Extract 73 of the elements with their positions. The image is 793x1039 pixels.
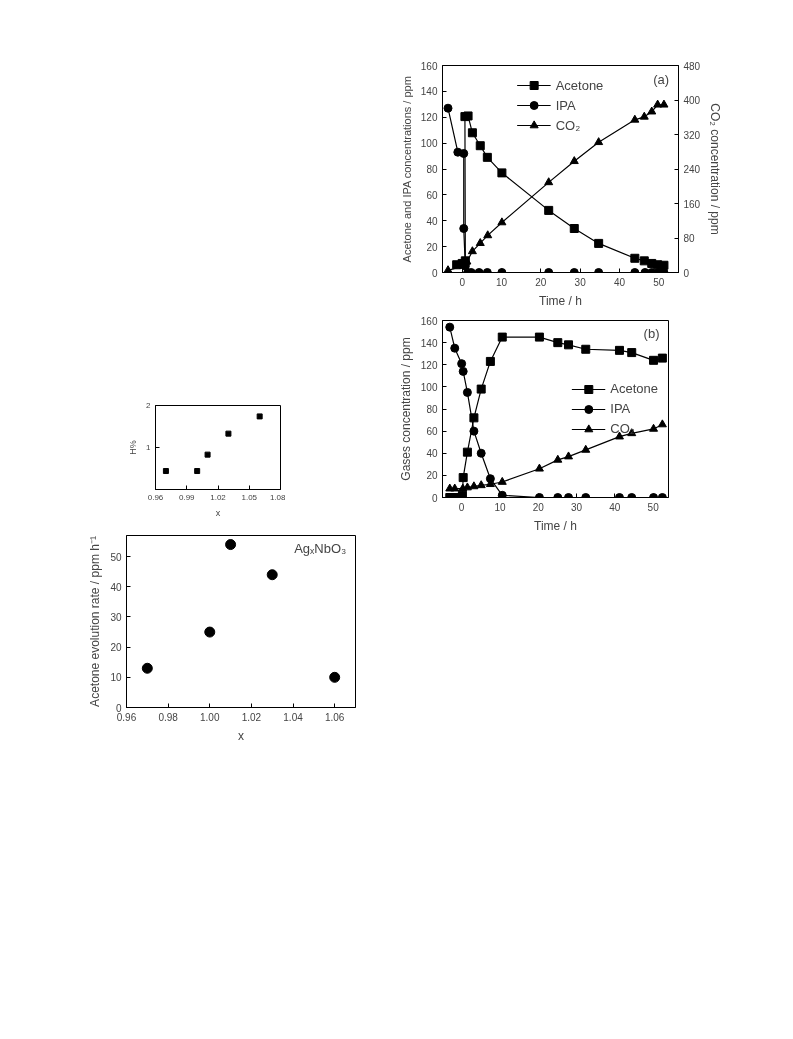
x-tick-label: 50 <box>653 276 665 288</box>
x-tick-label: 30 <box>571 501 583 513</box>
y-tick-label: 80 <box>426 164 438 175</box>
x-axis-title: Time / h <box>534 518 577 533</box>
y-tick-label: 80 <box>426 404 438 415</box>
y2-tick-label: 400 <box>683 95 701 106</box>
x-tick-label: 30 <box>574 276 587 288</box>
legend-label: IPA <box>610 401 631 416</box>
x-tick-label: 0.96 <box>116 711 137 723</box>
y2-tick-label: 160 <box>683 198 701 210</box>
y-tick-label: 120 <box>420 112 438 124</box>
x-tick-label: 1.02 <box>210 492 227 502</box>
y2-tick-label: 80 <box>683 233 696 244</box>
legend-label: CO₂ <box>610 421 635 436</box>
x-tick-label: 0.99 <box>178 492 196 502</box>
x-axis-title: x <box>215 507 221 518</box>
x-tick-label: 10 <box>495 276 508 288</box>
y-tick-label: 2 <box>146 401 152 410</box>
y-tick-label: 160 <box>420 315 438 327</box>
y-tick-label: 1 <box>146 443 152 452</box>
legend-label: Acetone <box>610 381 658 396</box>
y-tick-label: 20 <box>426 241 438 253</box>
x-tick-label: 40 <box>609 501 621 513</box>
y-tick-label: 140 <box>420 86 438 98</box>
y2-axis-title: CO₂ concentration / ppm <box>708 103 723 235</box>
legend-label: IPA <box>555 97 576 113</box>
x-tick-label: 1.08 <box>269 492 287 502</box>
x-tick-label: 20 <box>535 276 547 288</box>
x-tick-label: 0 <box>458 501 465 513</box>
x-tick-label: 1.00 <box>200 711 220 723</box>
x-tick-label: 40 <box>613 276 626 288</box>
y-tick-label: 100 <box>420 381 438 393</box>
y-tick-label: 30 <box>110 611 122 623</box>
y-axis-title: Acetone and IPA concentrations / ppm <box>400 76 413 263</box>
legend-label: CO₂ <box>555 117 581 133</box>
y-tick-label: 40 <box>110 581 122 593</box>
y-tick-label: 10 <box>110 672 122 684</box>
x-tick-label: 10 <box>494 501 506 513</box>
legend-label: Acetone <box>555 77 604 93</box>
y-tick-label: 0 <box>431 267 438 279</box>
y-tick-label: 20 <box>426 470 438 482</box>
y2-tick-label: 480 <box>683 60 701 72</box>
y-axis-title: Acetone evolution rate / ppm h⁻¹ <box>88 536 103 707</box>
annotation: (a) <box>653 71 670 87</box>
x-tick-label: 1.06 <box>324 711 345 723</box>
y-axis-title: Gases concentration / ppm <box>398 337 413 481</box>
y-tick-label: 100 <box>420 138 438 150</box>
x-axis-title: Time / h <box>539 293 582 308</box>
annotation: (b) <box>643 325 660 341</box>
y-tick-label: 60 <box>426 189 438 201</box>
y2-tick-label: 240 <box>683 164 701 175</box>
y-axis-title: H% <box>128 440 139 455</box>
y-tick-label: 140 <box>420 337 438 349</box>
x-tick-label: 1.04 <box>283 711 304 723</box>
x-tick-label: 0 <box>459 276 466 288</box>
x-tick-label: 20 <box>532 501 545 513</box>
x-axis-title: x <box>238 728 244 743</box>
x-tick-label: 0.96 <box>147 492 164 502</box>
y-tick-label: 0 <box>115 702 122 714</box>
y-tick-label: 60 <box>426 426 438 438</box>
y-tick-label: 40 <box>426 215 438 227</box>
x-tick-label: 0.98 <box>158 711 179 723</box>
y2-tick-label: 0 <box>683 267 690 279</box>
x-tick-label: 1.05 <box>241 492 258 502</box>
annotation: AgₓNbO₃ <box>294 540 347 556</box>
y-tick-label: 40 <box>426 448 438 460</box>
x-tick-label: 1.02 <box>241 711 262 723</box>
x-tick-label: 50 <box>647 501 660 513</box>
y-tick-label: 50 <box>110 551 122 563</box>
y-tick-label: 20 <box>110 642 122 654</box>
y-tick-label: 160 <box>420 60 438 72</box>
y-tick-label: 120 <box>420 359 438 371</box>
y2-tick-label: 320 <box>683 129 701 141</box>
